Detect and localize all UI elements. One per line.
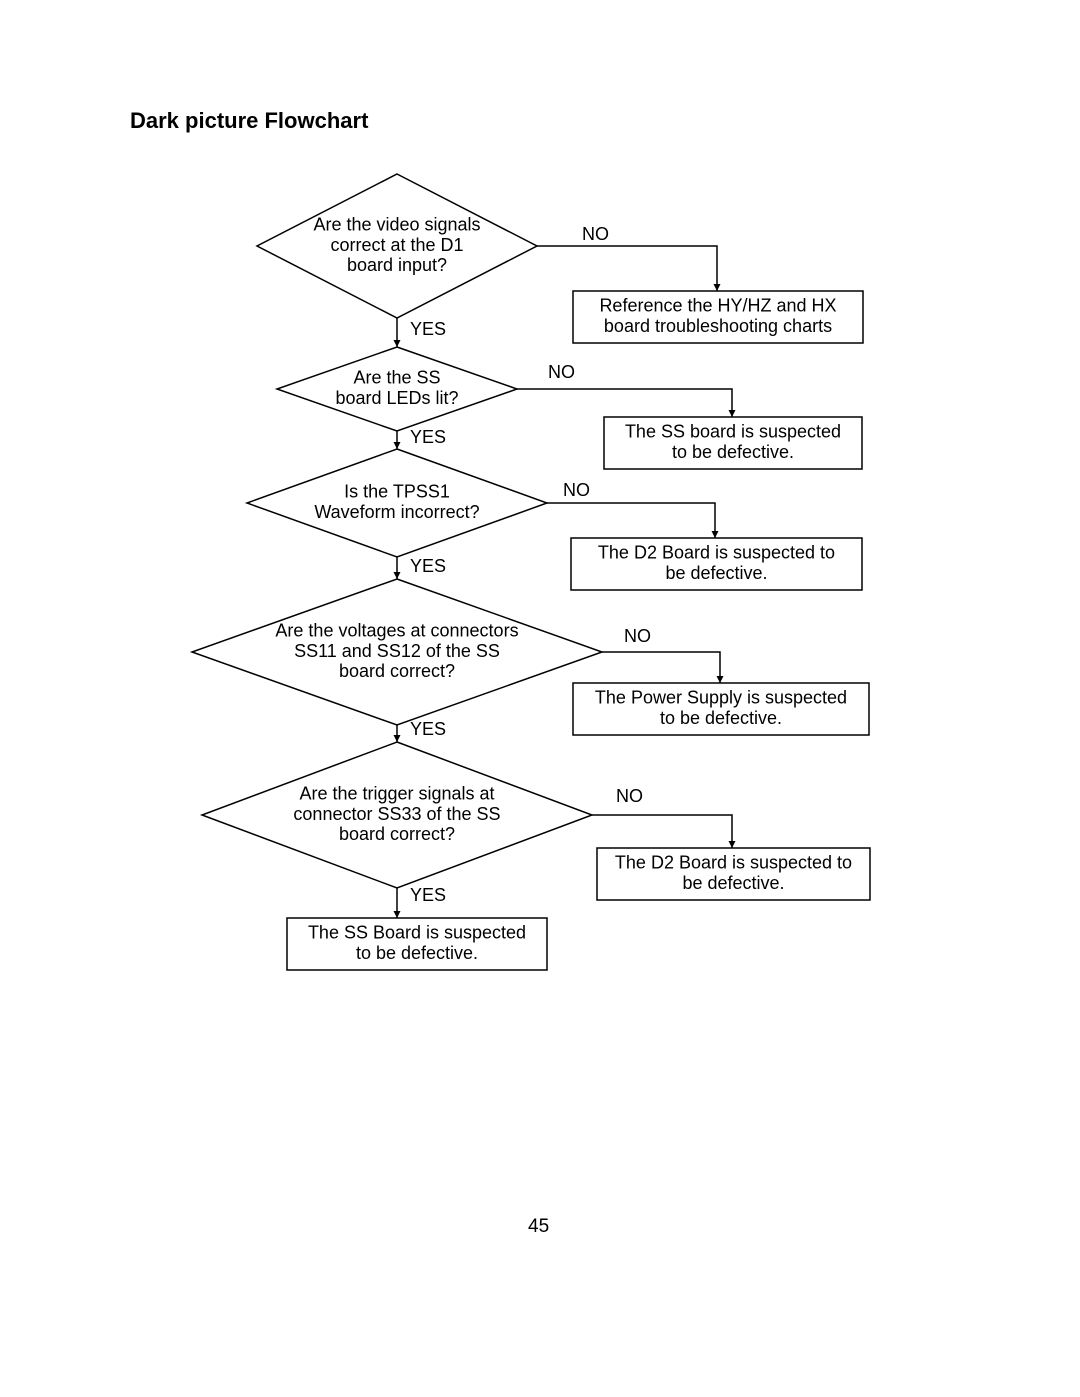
svg-text:Are the voltages at connectors: Are the voltages at connectors: [275, 621, 518, 641]
svg-text:Are the trigger signals at: Are the trigger signals at: [299, 784, 494, 804]
svg-text:The D2 Board is suspected to: The D2 Board is suspected to: [615, 853, 852, 873]
edge-label: NO: [548, 362, 575, 382]
svg-text:Are the video signals: Are the video signals: [313, 215, 480, 235]
svg-text:be defective.: be defective.: [682, 873, 784, 893]
flow-edge: [547, 503, 715, 538]
flow-edge: [592, 815, 732, 848]
flow-edge: [537, 246, 717, 291]
svg-text:Is the TPSS1: Is the TPSS1: [344, 482, 450, 502]
edge-label: YES: [410, 319, 446, 339]
svg-text:SS11 and SS12 of the SS: SS11 and SS12 of the SS: [294, 641, 500, 661]
svg-text:Are the SS: Are the SS: [353, 368, 440, 388]
svg-text:The SS Board is suspected: The SS Board is suspected: [308, 923, 526, 943]
svg-text:to be defective.: to be defective.: [660, 708, 782, 728]
edge-label: YES: [410, 427, 446, 447]
flow-edge: [517, 389, 732, 417]
svg-text:board troubleshooting charts: board troubleshooting charts: [604, 316, 832, 336]
edge-label: YES: [410, 885, 446, 905]
edge-label: NO: [582, 224, 609, 244]
svg-text:board LEDs lit?: board LEDs lit?: [335, 388, 458, 408]
svg-text:connector SS33 of the SS: connector SS33 of the SS: [293, 804, 500, 824]
svg-text:be defective.: be defective.: [665, 563, 767, 583]
document-page: Dark picture Flowchart 45 YESNOYESNOYESN…: [0, 0, 1080, 1397]
svg-text:to be defective.: to be defective.: [356, 943, 478, 963]
svg-text:Waveform incorrect?: Waveform incorrect?: [314, 502, 479, 522]
svg-text:The SS board is suspected: The SS board is suspected: [625, 422, 841, 442]
svg-text:board correct?: board correct?: [339, 661, 455, 681]
svg-text:The Power Supply is suspected: The Power Supply is suspected: [595, 688, 847, 708]
svg-text:board input?: board input?: [347, 255, 447, 275]
edge-label: YES: [410, 556, 446, 576]
svg-text:to be defective.: to be defective.: [672, 442, 794, 462]
flowchart-canvas: YES NO YES NO YES NO YES NO YES NO Are the video s…: [0, 0, 1080, 1397]
svg-text:Reference the HY/HZ and HX: Reference the HY/HZ and HX: [599, 296, 836, 316]
svg-text:The D2 Board is suspected to: The D2 Board is suspected to: [598, 543, 835, 563]
edge-label: NO: [616, 786, 643, 806]
flow-edge: [602, 652, 720, 683]
svg-text:correct at the D1: correct at the D1: [330, 235, 463, 255]
edge-label: YES: [410, 719, 446, 739]
edge-label: NO: [563, 480, 590, 500]
edge-label: NO: [624, 626, 651, 646]
svg-text:board correct?: board correct?: [339, 824, 455, 844]
